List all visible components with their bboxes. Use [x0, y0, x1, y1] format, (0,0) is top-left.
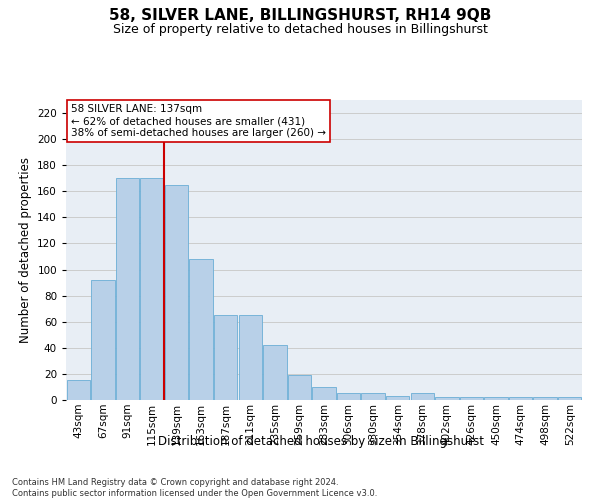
- Bar: [263, 345, 287, 400]
- Text: 58, SILVER LANE, BILLINGSHURST, RH14 9QB: 58, SILVER LANE, BILLINGSHURST, RH14 9QB: [109, 8, 491, 22]
- Bar: [67, 380, 90, 400]
- Text: Size of property relative to detached houses in Billingshurst: Size of property relative to detached ho…: [113, 22, 487, 36]
- Bar: [337, 394, 360, 400]
- Bar: [140, 178, 164, 400]
- Bar: [190, 259, 213, 400]
- Bar: [313, 387, 335, 400]
- Bar: [288, 375, 311, 400]
- Bar: [361, 394, 385, 400]
- Bar: [386, 396, 409, 400]
- Text: Distribution of detached houses by size in Billingshurst: Distribution of detached houses by size …: [158, 435, 484, 448]
- Bar: [239, 315, 262, 400]
- Y-axis label: Number of detached properties: Number of detached properties: [19, 157, 32, 343]
- Bar: [558, 398, 581, 400]
- Bar: [214, 315, 238, 400]
- Bar: [460, 398, 483, 400]
- Bar: [165, 185, 188, 400]
- Bar: [116, 178, 139, 400]
- Bar: [484, 398, 508, 400]
- Text: Contains HM Land Registry data © Crown copyright and database right 2024.
Contai: Contains HM Land Registry data © Crown c…: [12, 478, 377, 498]
- Bar: [91, 280, 115, 400]
- Bar: [509, 398, 532, 400]
- Bar: [435, 398, 458, 400]
- Bar: [533, 398, 557, 400]
- Text: 58 SILVER LANE: 137sqm
← 62% of detached houses are smaller (431)
38% of semi-de: 58 SILVER LANE: 137sqm ← 62% of detached…: [71, 104, 326, 138]
- Bar: [410, 394, 434, 400]
